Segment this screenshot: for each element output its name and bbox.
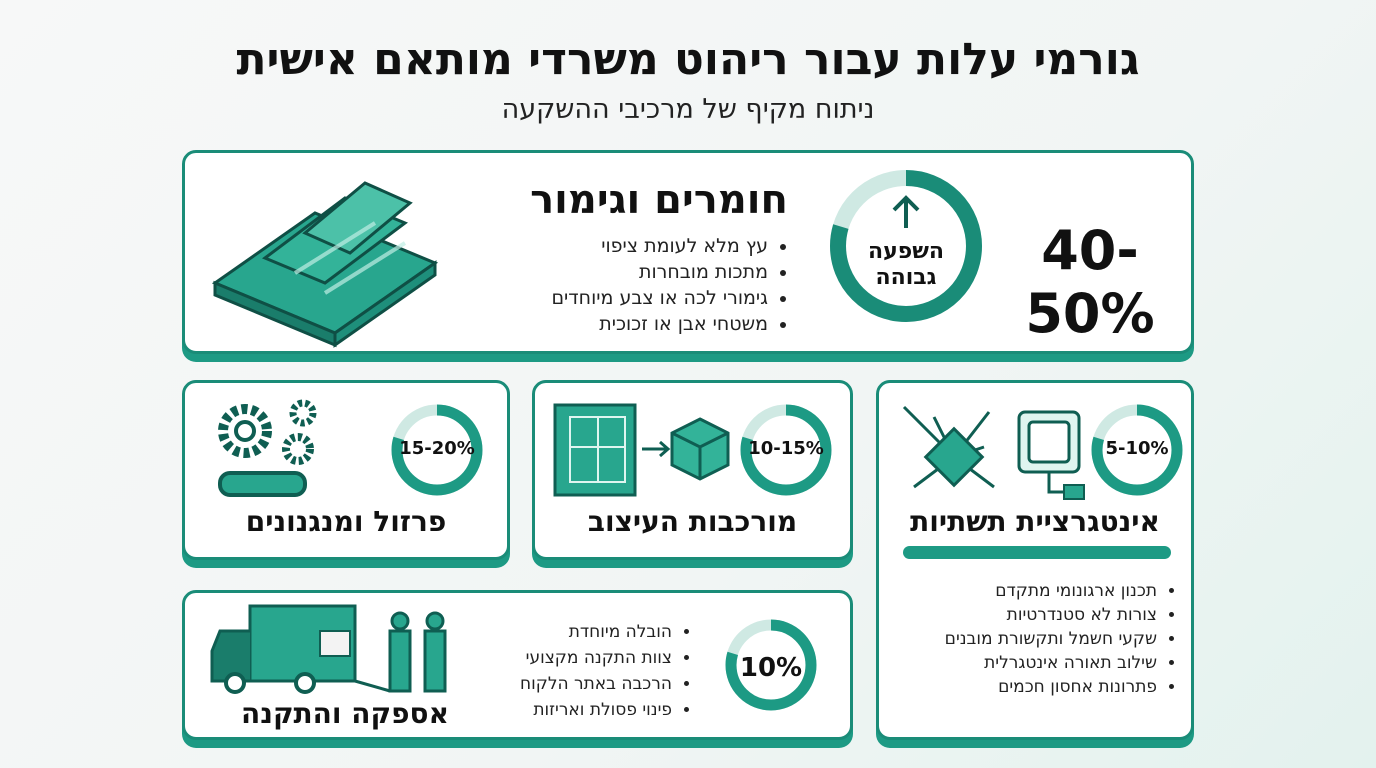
card-title: מורכבות העיצוב	[587, 505, 798, 538]
bullet-list: תכנון ארגונומי מתקדם צורות לא סטנדרטיות …	[945, 579, 1177, 699]
percent-ring	[1091, 404, 1183, 496]
card-title: חומרים וגימור	[530, 177, 788, 223]
infrastructure-icon	[902, 405, 1085, 500]
impact-badge: השפעה גבוהה	[826, 239, 986, 291]
impact-ring	[830, 170, 982, 322]
ring-arc	[740, 404, 832, 496]
card-title: פרזול ומנגנונים	[245, 505, 447, 538]
bullet: שילוב תאורה אינטגרלית	[945, 651, 1157, 675]
delivery-icon	[210, 604, 447, 694]
percent: 15-20%	[399, 438, 475, 459]
percent: 40-50%	[1025, 219, 1155, 345]
bullet: גימורי לכה או צבע מיוחדים	[551, 285, 768, 311]
card-title: אספקה והתקנה	[241, 697, 449, 730]
bullet: תכנון ארגונומי מתקדם	[945, 579, 1157, 603]
bullet: פינוי פסולת ואריזות	[520, 697, 672, 723]
percent: 5-10%	[1105, 438, 1169, 459]
card: הובלה מיוחדת צוות התקנה מקצועי הרכבה באת…	[182, 590, 853, 740]
ring-arc	[391, 404, 483, 496]
page-subtitle: ניתוח מקיף של מרכיבי ההשקעה	[501, 94, 875, 125]
percent-ring	[740, 404, 832, 496]
ring-arc	[1091, 404, 1183, 496]
card: אינטגרציית תשתיות תכנון ארגונומי מתקדם צ…	[876, 380, 1194, 740]
bullet: צוות התקנה מקצועי	[520, 645, 672, 671]
gears-icon	[218, 399, 317, 497]
percent-ring	[725, 619, 817, 711]
card-title: אינטגרציית תשתיות	[910, 505, 1160, 538]
bullet: הרכבה באתר הלקוח	[520, 671, 672, 697]
divider	[903, 546, 1171, 559]
bullet: הובלה מיוחדת	[520, 619, 672, 645]
badge-line: השפעה	[867, 239, 945, 264]
design-icon	[553, 403, 730, 497]
card: חומרים וגימור עץ מלא לעומת ציפוי מתכות מ…	[182, 150, 1194, 354]
bullet-list: עץ מלא לעומת ציפוי מתכות מובחרות גימורי …	[551, 233, 788, 337]
bullet: שקעי חשמל ותקשורת מובנים	[945, 627, 1157, 651]
bullet: עץ מלא לעומת ציפוי	[551, 233, 768, 259]
bullet-list: הובלה מיוחדת צוות התקנה מקצועי הרכבה באת…	[520, 619, 692, 723]
percent: 10%	[739, 653, 803, 683]
ring-arc	[725, 619, 817, 711]
percent: 10-15%	[748, 438, 824, 459]
bullet: משטחי אבן או זכוכית	[551, 311, 768, 337]
bullet: צורות לא סטנדרטיות	[945, 603, 1157, 627]
bullet: פתרונות אחסון חכמים	[945, 675, 1157, 699]
wood-icon	[211, 181, 439, 348]
bullet: מתכות מובחרות	[551, 259, 768, 285]
badge-line: גבוהה	[875, 265, 937, 290]
page-title: גורמי עלות עבור ריהוט משרדי מותאם אישית	[236, 34, 1140, 85]
percent-ring	[391, 404, 483, 496]
